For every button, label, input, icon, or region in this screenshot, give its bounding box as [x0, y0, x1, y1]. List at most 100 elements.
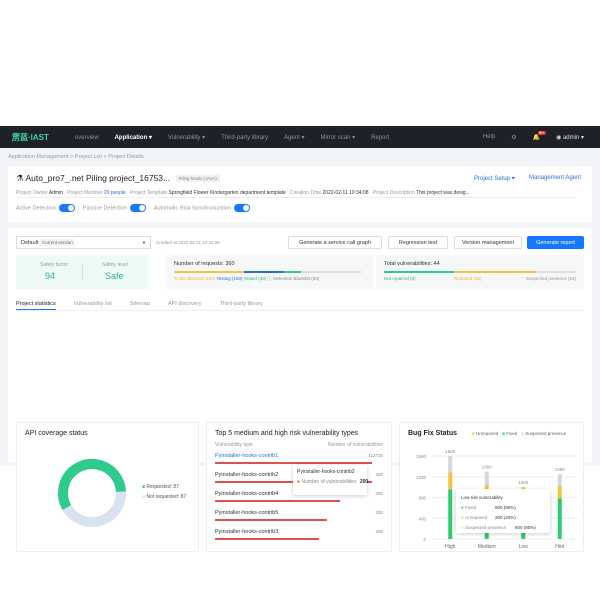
x-tick-label: Medium	[478, 544, 496, 550]
vuln-bar	[215, 500, 340, 502]
tooltip-value: 800 (80%)	[494, 505, 516, 510]
tab[interactable]: API discovery	[167, 301, 202, 307]
tooltip-row: ● Suspected presence 800 (80%)	[461, 523, 545, 533]
not-repaired: Not repaired (8)	[384, 276, 416, 281]
toggle-switch[interactable]	[58, 204, 75, 212]
bar-fixed[interactable]	[448, 489, 453, 539]
generate-report-button[interactable]: Generate report	[527, 236, 584, 249]
user-name: admin ▾	[562, 134, 584, 141]
tooltip-value: 800 (80%)	[514, 525, 536, 530]
tab[interactable]: Vulnerability list	[73, 301, 112, 307]
vuln-type-name[interactable]: Pyinstaller-hooks-contrib3	[215, 529, 279, 535]
y-tick-label: 1200	[416, 475, 427, 480]
donut-legend: ■ Requested: 87 ■ Not requested: 87	[142, 482, 186, 502]
x-tick-label: High	[445, 544, 456, 550]
top5-panel: Top 5 medium and high risk vulnerability…	[206, 422, 392, 552]
tooltip-label: Fixed	[464, 505, 476, 510]
safety-factor: 94	[45, 271, 56, 281]
bar-suspected-presence[interactable]	[557, 474, 562, 487]
tooltip-value: 200 (40%)	[494, 515, 516, 520]
tooltip-title: Pyinstaller-hooks-contrib2	[297, 469, 355, 475]
blacklist: Detection Blacklist (20)	[273, 276, 320, 281]
tooltip-row: ● Fixed 800 (80%)	[461, 503, 545, 513]
bar-segment-not-repaired	[384, 271, 454, 273]
management-agent-link[interactable]: Management Agent	[529, 175, 582, 181]
vulns-title: Total vulnerabilities: 44	[384, 261, 440, 267]
tbd: To be detected (160)	[174, 276, 216, 281]
legend-marker: ■	[521, 431, 526, 436]
bar-unrepaired[interactable]	[557, 486, 562, 499]
tooltip-label: Unrepaired	[464, 515, 488, 520]
bar-fixed[interactable]	[557, 498, 562, 539]
bug-fix-panel: Bug Fix Status ■ Unrepaired ■ Fixed ■ Susp…	[399, 422, 584, 552]
tooltip-label: Suspected presence	[464, 525, 506, 530]
bar-suspected-presence[interactable]	[448, 456, 453, 473]
regression-test-button[interactable]: Regression test	[388, 236, 448, 249]
vuln-type-name[interactable]: Pyinstaller-hooks-contrib1	[215, 453, 279, 459]
nav-item[interactable]: Application ▾	[114, 134, 152, 141]
nav-item[interactable]: Agent ▾	[284, 134, 305, 141]
vuln-type-name[interactable]: Pyinstaller-hooks-contrib4	[215, 491, 279, 497]
chart-title: Bug Fix Status	[408, 430, 458, 437]
project-meta: Project Owner Admin Project Member 20 pe…	[16, 190, 470, 196]
legend-label: Suspected presence	[525, 431, 567, 436]
tooltip-marker: ●	[461, 515, 465, 520]
project-setup-menu[interactable]: Project Setup ▾	[474, 176, 515, 182]
safety-box: Safety factor 94 Safety level Safe	[16, 255, 149, 289]
api-coverage-panel: API coverage status ■ Requested: 87 ■ No…	[16, 422, 199, 552]
version-label: Default	[21, 239, 39, 246]
nav-item[interactable]: Vulnerability ▾	[167, 134, 206, 141]
bar-total-label: 1300	[482, 465, 493, 470]
nav-item[interactable]: Mirror scan ▾	[320, 134, 356, 141]
top5-tooltip: Pyinstaller-hooks-contrib2 ● Number of v…	[293, 465, 368, 495]
bar-suspected-presence[interactable]	[484, 471, 489, 486]
bar-segment-repaired	[454, 271, 536, 273]
project-title: ⚗ Auto_pro7_.net Piling project_16753...…	[16, 173, 220, 184]
template-label: Project Template	[130, 190, 168, 196]
toggle-switch[interactable]	[234, 204, 251, 212]
bar-total-label: 1000	[518, 480, 529, 485]
nav-item[interactable]: Report	[371, 134, 390, 141]
legend-label: Not requested: 87	[146, 494, 187, 500]
tab-bar: Project statistics Vulnerability list Site…	[16, 299, 584, 311]
user-menu[interactable]: ◉ admin ▾	[556, 134, 584, 141]
service-call-graph-button[interactable]: Generate a service call graph	[288, 236, 382, 249]
member-link[interactable]: 20 people	[103, 190, 126, 196]
nav-item[interactable]: overview	[74, 134, 99, 141]
panel-title: API coverage status	[25, 430, 88, 437]
vuln-bar	[215, 519, 327, 521]
x-tick-label: Hint	[555, 544, 565, 550]
vuln-type-name[interactable]: Pyinstaller-hooks-contrib2	[215, 472, 279, 478]
info-icon: ⓘ	[267, 276, 272, 281]
legend-marker: ■	[472, 431, 476, 436]
toggle-switch[interactable]	[129, 204, 146, 212]
tab[interactable]: Sitemap	[129, 301, 150, 307]
owner-label: Project Owner	[16, 190, 48, 196]
suspected: Suspected presence (18)	[525, 276, 576, 281]
tooltip-marker: ●	[461, 505, 465, 510]
tab[interactable]: Third-party library	[219, 301, 263, 307]
project-body: Default Current version ▼ Created at 202…	[8, 228, 592, 552]
project-header: ⚗ Auto_pro7_.net Piling project_16753...…	[8, 166, 592, 222]
panel-title: Top 5 medium and high risk vulnerability…	[215, 430, 359, 437]
toggle-label: Passive Detection	[82, 205, 127, 212]
help-link[interactable]: Help	[482, 134, 496, 140]
y-tick-label: 800	[418, 496, 426, 501]
version-select[interactable]: Default Current version ▼	[16, 236, 151, 249]
nav-item[interactable]: Third-party library	[221, 134, 269, 141]
safety-factor-label: Safety factor	[40, 262, 69, 268]
safety-level-label: Safety level	[102, 262, 128, 268]
bar-unrepaired[interactable]	[448, 472, 453, 490]
version-management-button[interactable]: Version management	[454, 236, 522, 249]
notification-badge: 99+	[537, 130, 546, 135]
bar-segment-tested	[284, 271, 301, 273]
created-at: Created at 2022-02-11 10:34:08	[156, 240, 220, 245]
vulnerabilities-box: Total vulnerabilities: 44 Not repaired (…	[376, 255, 584, 289]
vuln-type-name[interactable]: Pyinstaller-hooks-contrib5	[215, 510, 279, 516]
donut-chart	[58, 459, 126, 527]
donut-slice-requested	[58, 459, 126, 527]
tab[interactable]: Project statistics	[16, 299, 56, 310]
bell-icon[interactable]: 🔔 99+	[532, 130, 546, 141]
settings-icon[interactable]: ⚙	[511, 134, 517, 141]
vuln-count: 113735	[368, 453, 383, 458]
